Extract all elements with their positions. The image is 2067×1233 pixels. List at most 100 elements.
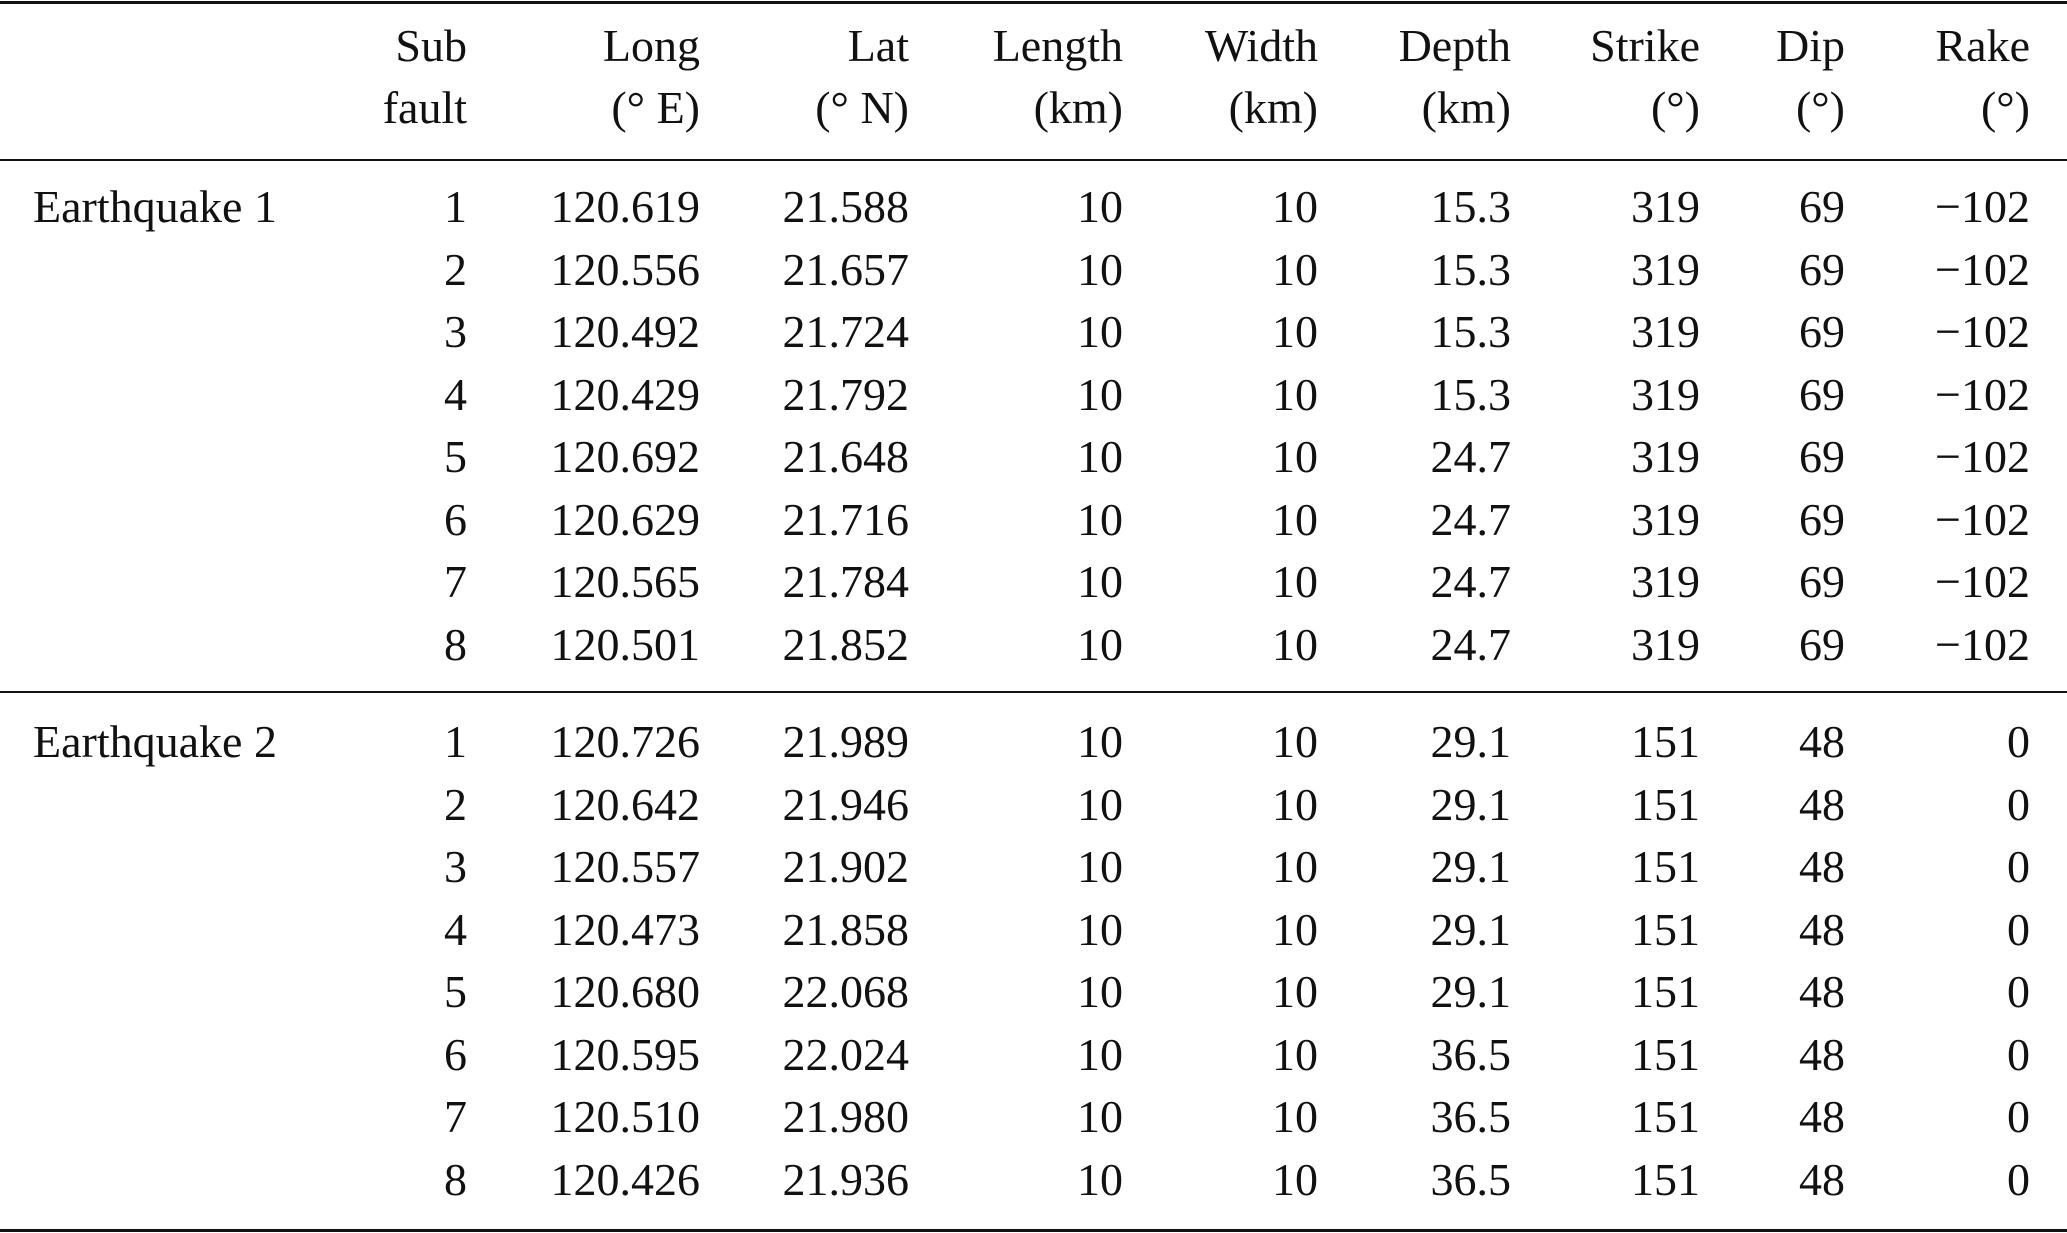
table-cell: 3 (444, 841, 467, 892)
table-cell: 69 (1799, 368, 1845, 420)
table-cell: 21.858 (782, 903, 910, 955)
table-cell: 10 (1272, 903, 1318, 955)
table-cell: 8 (444, 618, 467, 670)
table-cell: 29.1 (1430, 841, 1512, 892)
table-cell: 151 (1631, 966, 1700, 1017)
table-cell: 4 (444, 368, 467, 420)
table-cell: 120.619 (550, 181, 701, 232)
table-cell: −102 (1935, 306, 2030, 357)
table-cell: 319 (1631, 493, 1700, 545)
column-header: Width (1204, 20, 1318, 71)
table-cell: 120.595 (550, 1028, 701, 1080)
table-cell: 36.5 (1430, 1153, 1512, 1205)
table-cell: 48 (1799, 841, 1845, 892)
table-cell: 48 (1799, 903, 1845, 955)
table-cell: 10 (1077, 556, 1123, 607)
table-cell: 319 (1631, 618, 1700, 670)
table-cell: 15.3 (1430, 368, 1512, 420)
table-cell: 151 (1631, 1028, 1700, 1080)
table-cell: 0 (2007, 778, 2030, 830)
table-cell: 69 (1799, 181, 1845, 232)
table-cell: 10 (1077, 368, 1123, 420)
table-cell: 120.429 (550, 368, 701, 420)
table-cell: 69 (1799, 493, 1845, 545)
table-cell: 10 (1077, 1153, 1123, 1205)
table-cell: 120.556 (550, 243, 701, 295)
table-cell: 120.642 (550, 778, 701, 830)
table-cell: 10 (1272, 716, 1318, 767)
table-cell: 0 (2007, 966, 2030, 1017)
table-cell: 120.501 (550, 618, 701, 670)
column-header: Sub (395, 20, 467, 71)
table-cell: 48 (1799, 1153, 1845, 1205)
table-cell: 29.1 (1430, 716, 1512, 767)
column-header: Strike (1590, 20, 1700, 71)
table-cell: 8 (444, 1153, 467, 1205)
table-cell: 319 (1631, 431, 1700, 482)
table-cell: 120.426 (550, 1153, 701, 1205)
table-cell: 0 (2007, 1153, 2030, 1205)
table-cell: 69 (1799, 556, 1845, 607)
table-cell: 10 (1077, 431, 1123, 482)
table-cell: 1 (444, 716, 467, 767)
table-cell: 120.557 (550, 841, 701, 892)
table-cell: 69 (1799, 243, 1845, 295)
table-cell: 22.068 (782, 966, 910, 1017)
table-cell: 21.852 (782, 618, 910, 670)
table-cell: 10 (1077, 716, 1123, 767)
table-cell: 24.7 (1430, 493, 1512, 545)
table-cell: 48 (1799, 966, 1845, 1017)
table-cell: 36.5 (1430, 1091, 1512, 1142)
column-header: Depth (1398, 20, 1511, 71)
table-cell: 10 (1077, 306, 1123, 357)
table-cell: 3 (444, 306, 467, 357)
table-cell: 21.946 (782, 778, 910, 830)
table-cell: 151 (1631, 841, 1700, 892)
table-cell: 21.989 (782, 716, 910, 767)
group-rule (0, 691, 2067, 693)
table-cell: −102 (1935, 243, 2030, 295)
table-cell: 48 (1799, 1091, 1845, 1142)
table-cell: 5 (444, 966, 467, 1017)
table-cell: −102 (1935, 618, 2030, 670)
table-cell: 10 (1077, 778, 1123, 830)
table-cell: 10 (1077, 243, 1123, 295)
table-cell: 21.657 (782, 243, 910, 295)
table-cell: 319 (1631, 181, 1700, 232)
table-cell: 10 (1272, 841, 1318, 892)
group-label: Earthquake 1 (33, 181, 277, 232)
table-cell: 319 (1631, 556, 1700, 607)
table-cell: 0 (2007, 1091, 2030, 1142)
table-cell: 24.7 (1430, 618, 1512, 670)
table-cell: 120.629 (550, 493, 701, 545)
table-cell: 7 (444, 556, 467, 607)
table-cell: 15.3 (1430, 181, 1512, 232)
table-cell: 48 (1799, 716, 1845, 767)
table-cell: −102 (1935, 431, 2030, 482)
table-cell: 6 (444, 1028, 467, 1080)
table-cell: 15.3 (1430, 243, 1512, 295)
table-cell: 69 (1799, 618, 1845, 670)
group-label: Earthquake 2 (33, 716, 277, 767)
column-header: (° E) (611, 82, 700, 133)
table-cell: 10 (1077, 841, 1123, 892)
table-cell: 21.588 (782, 181, 910, 232)
table-cell: 10 (1272, 618, 1318, 670)
column-header: (°) (1650, 82, 1700, 133)
table-cell: 319 (1631, 243, 1700, 295)
table-cell: 120.565 (550, 556, 701, 607)
table-cell: 29.1 (1430, 966, 1512, 1017)
table-cell: 7 (444, 1091, 467, 1142)
table-cell: 151 (1631, 716, 1700, 767)
table-cell: 10 (1077, 1028, 1123, 1080)
table-cell: 24.7 (1430, 431, 1512, 482)
table-cell: −102 (1935, 181, 2030, 232)
table-cell: 0 (2007, 716, 2030, 767)
table-cell: 29.1 (1430, 903, 1512, 955)
table-cell: 36.5 (1430, 1028, 1512, 1080)
table-cell: −102 (1935, 493, 2030, 545)
table-cell: 10 (1272, 556, 1318, 607)
table-cell: −102 (1935, 368, 2030, 420)
column-header: (° N) (815, 82, 909, 133)
